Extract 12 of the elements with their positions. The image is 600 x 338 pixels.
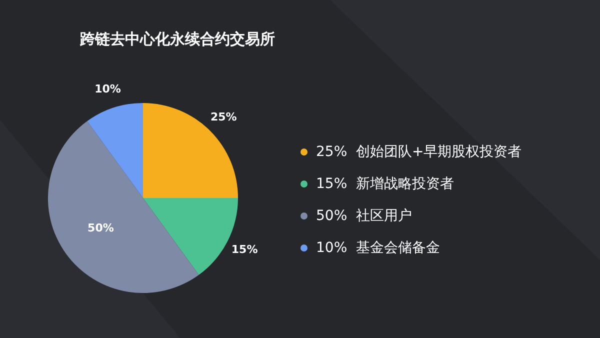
data-label: 25%	[210, 110, 237, 124]
legend-label: 10% 基金会储备金	[316, 240, 440, 256]
legend-label: 15% 新增战略投资者	[316, 176, 454, 192]
legend-label: 25% 创始团队+早期股权投资者	[316, 144, 522, 160]
pie-slice	[143, 103, 238, 198]
pie-slice	[87, 103, 143, 198]
legend-label: 50% 社区用户	[316, 208, 412, 224]
data-label: 10%	[94, 82, 121, 96]
chart-title: 跨链去中心化永续合约交易所	[79, 30, 275, 48]
data-label: 15%	[231, 242, 258, 256]
data-label: 50%	[88, 222, 114, 235]
pie-slice	[48, 121, 199, 293]
